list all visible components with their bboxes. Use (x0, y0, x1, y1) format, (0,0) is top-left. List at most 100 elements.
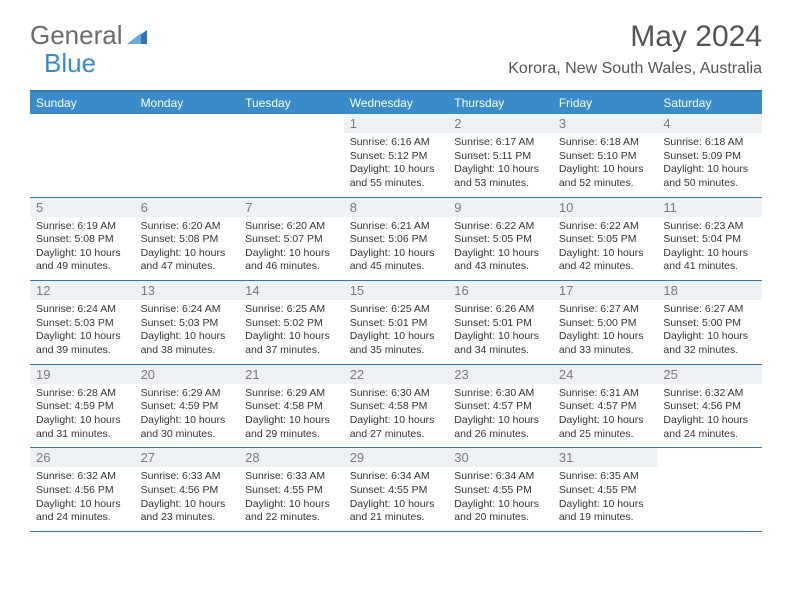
sunrise-line: Sunrise: 6:25 AM (245, 303, 338, 317)
sunset-line: Sunset: 5:07 PM (245, 233, 338, 247)
daylight-line: Daylight: 10 hours and 47 minutes. (141, 247, 234, 274)
day-header: Monday (135, 92, 240, 114)
sunrise-line: Sunrise: 6:20 AM (245, 220, 338, 234)
sunset-line: Sunset: 4:55 PM (454, 484, 547, 498)
day-cell: 11Sunrise: 6:23 AMSunset: 5:04 PMDayligh… (657, 198, 762, 281)
sunset-line: Sunset: 4:57 PM (454, 400, 547, 414)
daylight-line: Daylight: 10 hours and 39 minutes. (36, 330, 129, 357)
day-cell: 29Sunrise: 6:34 AMSunset: 4:55 PMDayligh… (344, 448, 449, 531)
day-number: 19 (30, 365, 135, 384)
logo-word-2: Blue (44, 48, 96, 79)
sunset-line: Sunset: 5:00 PM (559, 317, 652, 331)
day-header: Tuesday (239, 92, 344, 114)
day-number: 7 (239, 198, 344, 217)
daylight-line: Daylight: 10 hours and 33 minutes. (559, 330, 652, 357)
sunset-line: Sunset: 4:57 PM (559, 400, 652, 414)
sunrise-line: Sunrise: 6:25 AM (350, 303, 443, 317)
day-number: 16 (448, 281, 553, 300)
daylight-line: Daylight: 10 hours and 43 minutes. (454, 247, 547, 274)
sunrise-line: Sunrise: 6:17 AM (454, 136, 547, 150)
day-number: 21 (239, 365, 344, 384)
sunrise-line: Sunrise: 6:18 AM (559, 136, 652, 150)
sunset-line: Sunset: 4:55 PM (245, 484, 338, 498)
daylight-line: Daylight: 10 hours and 45 minutes. (350, 247, 443, 274)
calendar-week: 26Sunrise: 6:32 AMSunset: 4:56 PMDayligh… (30, 448, 762, 532)
sunset-line: Sunset: 4:55 PM (559, 484, 652, 498)
sunrise-line: Sunrise: 6:18 AM (663, 136, 756, 150)
day-number: 8 (344, 198, 449, 217)
sunrise-line: Sunrise: 6:22 AM (559, 220, 652, 234)
sunrise-line: Sunrise: 6:19 AM (36, 220, 129, 234)
day-cell: 24Sunrise: 6:31 AMSunset: 4:57 PMDayligh… (553, 365, 658, 448)
day-cell: 22Sunrise: 6:30 AMSunset: 4:58 PMDayligh… (344, 365, 449, 448)
daylight-line: Daylight: 10 hours and 52 minutes. (559, 163, 652, 190)
sunrise-line: Sunrise: 6:22 AM (454, 220, 547, 234)
calendar-week: 5Sunrise: 6:19 AMSunset: 5:08 PMDaylight… (30, 198, 762, 282)
sunset-line: Sunset: 5:03 PM (36, 317, 129, 331)
daylight-line: Daylight: 10 hours and 37 minutes. (245, 330, 338, 357)
day-cell: 27Sunrise: 6:33 AMSunset: 4:56 PMDayligh… (135, 448, 240, 531)
sunrise-line: Sunrise: 6:27 AM (559, 303, 652, 317)
daylight-line: Daylight: 10 hours and 50 minutes. (663, 163, 756, 190)
sunset-line: Sunset: 5:01 PM (350, 317, 443, 331)
sunset-line: Sunset: 5:11 PM (454, 150, 547, 164)
sunrise-line: Sunrise: 6:21 AM (350, 220, 443, 234)
day-header: Sunday (30, 92, 135, 114)
day-cell: 18Sunrise: 6:27 AMSunset: 5:00 PMDayligh… (657, 281, 762, 364)
logo-triangle-icon (127, 20, 147, 51)
day-cell: 5Sunrise: 6:19 AMSunset: 5:08 PMDaylight… (30, 198, 135, 281)
sunrise-line: Sunrise: 6:34 AM (350, 470, 443, 484)
day-cell: 3Sunrise: 6:18 AMSunset: 5:10 PMDaylight… (553, 114, 658, 197)
sunrise-line: Sunrise: 6:31 AM (559, 387, 652, 401)
daylight-line: Daylight: 10 hours and 55 minutes. (350, 163, 443, 190)
sunrise-line: Sunrise: 6:26 AM (454, 303, 547, 317)
sunset-line: Sunset: 5:02 PM (245, 317, 338, 331)
month-title: May 2024 (508, 20, 762, 54)
sunset-line: Sunset: 5:00 PM (663, 317, 756, 331)
day-number: 17 (553, 281, 658, 300)
day-number: 18 (657, 281, 762, 300)
sunset-line: Sunset: 4:56 PM (141, 484, 234, 498)
day-cell: 2Sunrise: 6:17 AMSunset: 5:11 PMDaylight… (448, 114, 553, 197)
daylight-line: Daylight: 10 hours and 34 minutes. (454, 330, 547, 357)
day-number: 31 (553, 448, 658, 467)
daylight-line: Daylight: 10 hours and 30 minutes. (141, 414, 234, 441)
day-number: 4 (657, 114, 762, 133)
sunset-line: Sunset: 5:12 PM (350, 150, 443, 164)
day-number: 27 (135, 448, 240, 467)
daylight-line: Daylight: 10 hours and 31 minutes. (36, 414, 129, 441)
sunrise-line: Sunrise: 6:23 AM (663, 220, 756, 234)
day-header: Saturday (657, 92, 762, 114)
sunrise-line: Sunrise: 6:34 AM (454, 470, 547, 484)
sunset-line: Sunset: 5:05 PM (559, 233, 652, 247)
sunset-line: Sunset: 4:56 PM (663, 400, 756, 414)
day-cell: 7Sunrise: 6:20 AMSunset: 5:07 PMDaylight… (239, 198, 344, 281)
sunrise-line: Sunrise: 6:16 AM (350, 136, 443, 150)
sunrise-line: Sunrise: 6:20 AM (141, 220, 234, 234)
day-header: Thursday (448, 92, 553, 114)
daylight-line: Daylight: 10 hours and 21 minutes. (350, 498, 443, 525)
daylight-line: Daylight: 10 hours and 53 minutes. (454, 163, 547, 190)
sunset-line: Sunset: 5:08 PM (141, 233, 234, 247)
calendar: SundayMondayTuesdayWednesdayThursdayFrid… (30, 90, 762, 532)
logo: General Blue (30, 20, 147, 53)
sunrise-line: Sunrise: 6:29 AM (141, 387, 234, 401)
sunrise-line: Sunrise: 6:24 AM (141, 303, 234, 317)
day-cell: 23Sunrise: 6:30 AMSunset: 4:57 PMDayligh… (448, 365, 553, 448)
day-number: 11 (657, 198, 762, 217)
sunset-line: Sunset: 4:59 PM (36, 400, 129, 414)
sunset-line: Sunset: 5:03 PM (141, 317, 234, 331)
daylight-line: Daylight: 10 hours and 23 minutes. (141, 498, 234, 525)
sunset-line: Sunset: 4:55 PM (350, 484, 443, 498)
day-number: 13 (135, 281, 240, 300)
location: Korora, New South Wales, Australia (508, 60, 762, 78)
daylight-line: Daylight: 10 hours and 29 minutes. (245, 414, 338, 441)
sunrise-line: Sunrise: 6:30 AM (350, 387, 443, 401)
sunrise-line: Sunrise: 6:30 AM (454, 387, 547, 401)
day-cell: 17 Sunrise: 6:27 AMSunset: 5:00 PMDayligh… (553, 281, 658, 364)
header: General Blue May 2024 Korora, New South … (0, 0, 792, 78)
day-cell: 20Sunrise: 6:29 AMSunset: 4:59 PMDayligh… (135, 365, 240, 448)
sunset-line: Sunset: 5:09 PM (663, 150, 756, 164)
daylight-line: Daylight: 10 hours and 24 minutes. (36, 498, 129, 525)
day-cell: 31Sunrise: 6:35 AMSunset: 4:55 PMDayligh… (553, 448, 658, 531)
